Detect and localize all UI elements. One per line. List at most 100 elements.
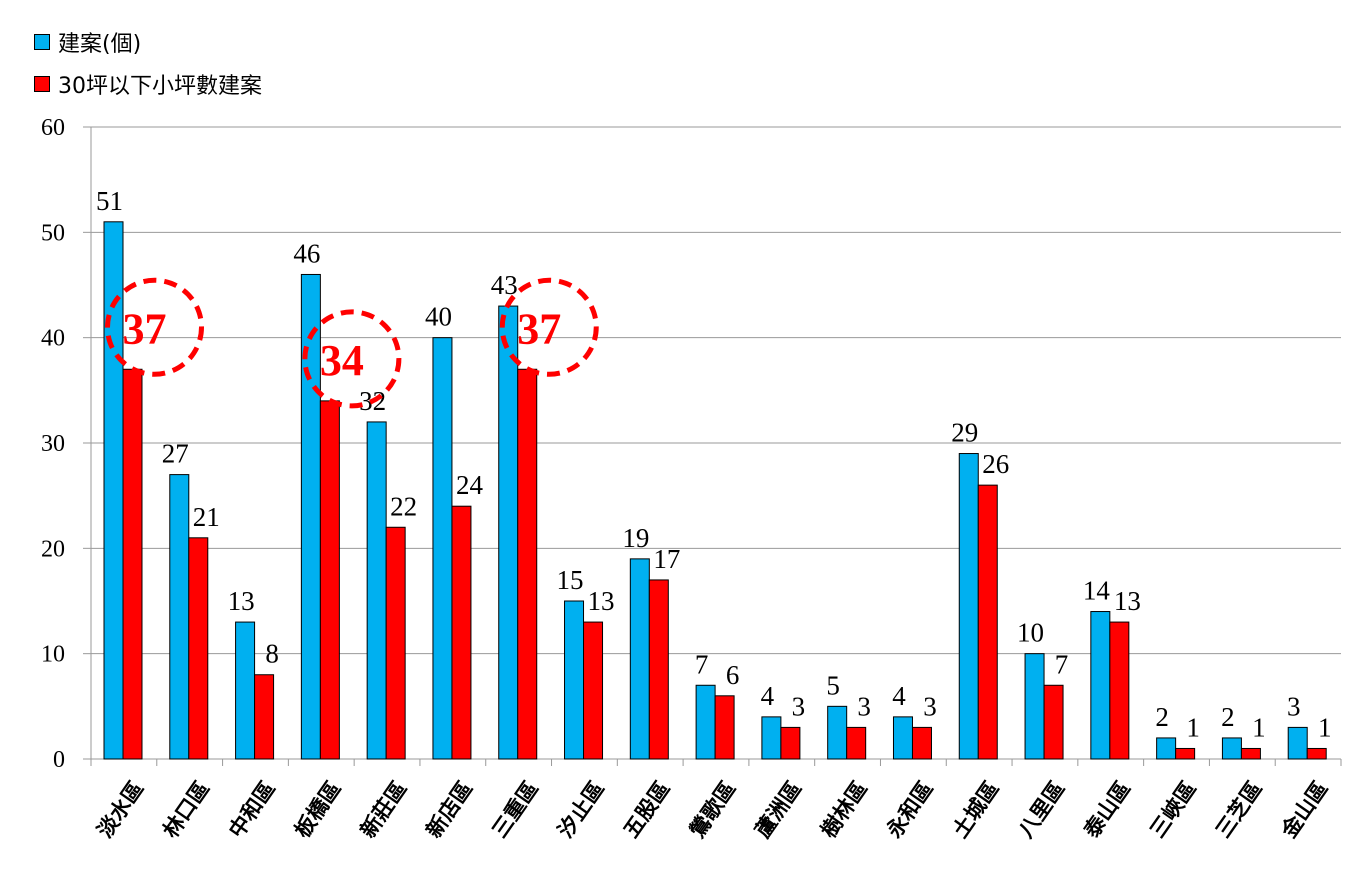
y-tick-label: 0	[53, 747, 65, 773]
data-label: 10	[1017, 618, 1044, 648]
bar-small-units	[1175, 747, 1196, 760]
bar-buildings	[629, 558, 650, 760]
legend-label: 30坪以下小坪數建案	[58, 74, 262, 99]
x-tick-label: 樹林區	[816, 777, 872, 842]
bar-buildings	[432, 337, 453, 760]
data-label: 3	[792, 691, 806, 721]
bar-buildings	[1024, 653, 1045, 760]
x-tick-label: 林口區	[158, 777, 214, 842]
data-label: 2	[1155, 702, 1169, 732]
legend-item-buildings: 建案(個)	[34, 26, 141, 58]
data-label: 40	[425, 302, 452, 332]
data-label: 1	[1186, 712, 1200, 742]
bar-small-units	[977, 484, 998, 760]
data-label: 13	[228, 586, 255, 616]
bar-small-units	[583, 621, 604, 760]
data-label: 3	[1287, 691, 1301, 721]
x-tick-label: 板橋區	[290, 777, 346, 842]
bar-buildings	[498, 305, 519, 760]
data-label: 43	[491, 270, 518, 300]
bar-buildings	[827, 705, 848, 760]
data-label: 1	[1318, 712, 1332, 742]
bar-small-units	[911, 726, 932, 760]
data-label: 7	[695, 649, 709, 679]
bar-buildings	[564, 600, 585, 760]
data-label: 5	[826, 670, 840, 700]
bar-buildings	[1287, 726, 1308, 760]
annotation-label: 37	[517, 304, 561, 353]
bar-small-units	[648, 579, 669, 760]
data-label: 27	[162, 439, 189, 469]
bar-buildings	[1156, 737, 1177, 760]
y-tick-label: 50	[41, 220, 65, 246]
data-label: 8	[265, 639, 279, 669]
data-label: 13	[1114, 586, 1141, 616]
data-label: 19	[622, 523, 649, 553]
x-tick-label: 鶯歌區	[685, 777, 741, 842]
bar-small-units	[1240, 747, 1261, 760]
x-tick-label: 五股區	[619, 777, 675, 842]
x-tick-label: 土城區	[948, 777, 1004, 842]
data-label: 7	[1055, 649, 1069, 679]
annotation-circle	[302, 309, 402, 409]
data-label: 4	[892, 681, 906, 711]
legend-item-small-units: 30坪以下小坪數建案	[34, 68, 262, 100]
data-label: 22	[390, 491, 417, 521]
bar-small-units	[254, 674, 275, 760]
x-tick-label: 中和區	[224, 777, 280, 842]
x-tick-label: 汐止區	[553, 777, 609, 842]
data-label: 14	[1083, 576, 1111, 606]
y-tick-label: 60	[41, 115, 65, 141]
y-tick-label: 30	[41, 431, 65, 457]
data-label: 17	[653, 544, 680, 574]
legend-label: 建案(個)	[58, 32, 142, 57]
data-label: 6	[726, 660, 740, 690]
y-tick-label: 40	[41, 326, 65, 352]
bar-small-units	[319, 400, 340, 760]
x-tick-label: 蘆洲區	[751, 777, 807, 842]
legend-swatch-blue	[34, 34, 50, 50]
x-tick-label: 三峽區	[1145, 777, 1201, 842]
bar-small-units	[1109, 621, 1130, 760]
x-tick-label: 淡水區	[93, 777, 149, 842]
data-label: 3	[923, 691, 937, 721]
bar-small-units	[385, 526, 406, 760]
bar-buildings	[958, 453, 979, 760]
data-label: 4	[761, 681, 775, 711]
annotation-circle	[499, 277, 599, 377]
x-tick-label: 永和區	[882, 777, 938, 843]
bar-small-units	[1306, 747, 1327, 760]
bar-small-units	[846, 726, 867, 760]
bar-buildings	[366, 421, 387, 760]
bar-small-units	[451, 505, 472, 760]
x-tick-label: 八里區	[1014, 777, 1070, 842]
data-label: 13	[588, 586, 615, 616]
x-tick-label: 泰山區	[1079, 777, 1135, 843]
annotation-label: 34	[320, 336, 364, 385]
bar-buildings	[695, 684, 716, 760]
data-label: 26	[982, 449, 1009, 479]
bar-buildings	[1221, 737, 1242, 760]
bar-small-units	[122, 368, 143, 760]
bar-buildings	[235, 621, 256, 760]
data-label: 3	[857, 691, 871, 721]
bar-buildings	[892, 716, 913, 760]
annotation-label: 37	[123, 304, 167, 353]
data-label: 24	[456, 470, 484, 500]
data-label: 21	[193, 502, 220, 532]
data-label: 2	[1221, 702, 1235, 732]
data-label: 15	[557, 565, 584, 595]
data-label: 29	[951, 418, 978, 448]
bar-buildings	[169, 474, 190, 760]
bar-buildings	[1090, 611, 1111, 760]
data-label: 46	[293, 238, 320, 268]
y-tick-label: 10	[41, 642, 65, 668]
bar-small-units	[517, 368, 538, 760]
bar-small-units	[188, 537, 209, 760]
x-tick-label: 三重區	[487, 777, 543, 842]
bar-buildings	[761, 716, 782, 760]
bar-small-units	[780, 726, 801, 760]
annotation-circle	[105, 277, 204, 377]
legend-swatch-red	[34, 76, 50, 92]
